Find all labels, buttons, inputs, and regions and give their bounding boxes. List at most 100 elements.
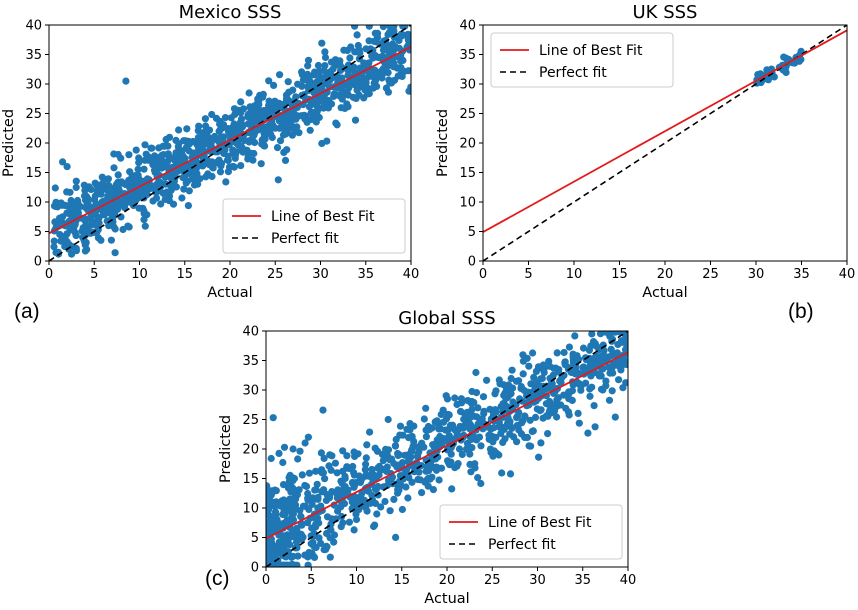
data-point — [168, 180, 176, 188]
x-tick-label: 40 — [839, 267, 856, 282]
data-point — [320, 454, 328, 462]
data-point — [467, 435, 475, 443]
data-point — [74, 196, 82, 205]
data-point — [331, 459, 339, 467]
data-point — [98, 185, 106, 193]
data-layer — [49, 25, 411, 261]
x-tick-label: 40 — [403, 267, 420, 282]
data-point — [113, 180, 121, 188]
data-point — [356, 49, 364, 57]
data-point — [280, 443, 289, 451]
data-point — [350, 526, 358, 534]
data-point — [304, 433, 312, 441]
data-point — [199, 142, 207, 150]
data-point — [198, 136, 206, 144]
data-point — [310, 542, 318, 550]
legend: Line of Best Fit Perfect fit — [222, 198, 406, 254]
y-axis-title: Predicted — [1, 109, 17, 177]
data-point — [202, 173, 210, 181]
data-point — [50, 237, 58, 245]
data-point — [304, 496, 312, 504]
data-point — [366, 499, 374, 507]
data-point — [264, 104, 273, 112]
data-point — [88, 218, 96, 226]
data-point — [278, 541, 286, 549]
data-point — [623, 342, 628, 350]
x-tick-label: 35 — [574, 573, 591, 588]
data-point — [99, 179, 107, 187]
data-point — [231, 154, 239, 162]
data-point — [157, 200, 165, 208]
data-point — [292, 93, 300, 101]
data-point — [296, 447, 304, 455]
y-tick-label: 40 — [242, 325, 259, 340]
data-point — [519, 417, 527, 425]
data-point — [157, 161, 165, 169]
data-point — [500, 381, 508, 389]
data-point — [369, 54, 377, 62]
data-point — [619, 384, 627, 392]
data-point — [622, 360, 628, 368]
data-point — [537, 439, 545, 447]
data-point — [230, 120, 238, 128]
data-point — [265, 77, 273, 85]
data-point — [392, 533, 400, 542]
y-tick-label: 10 — [25, 196, 42, 211]
data-point — [586, 392, 594, 400]
data-point — [266, 485, 271, 493]
data-point — [383, 463, 391, 471]
data-point — [144, 153, 152, 161]
x-tick-label: 25 — [267, 267, 284, 282]
data-point — [225, 141, 233, 149]
legend-box — [439, 504, 623, 560]
data-point — [230, 105, 239, 113]
data-point — [253, 126, 261, 134]
data-point — [321, 62, 329, 70]
data-point — [183, 162, 191, 171]
data-point — [314, 514, 322, 522]
data-point — [391, 442, 399, 450]
data-point — [354, 450, 362, 458]
data-point — [330, 92, 338, 100]
data-point — [322, 496, 330, 504]
data-point — [418, 489, 426, 497]
y-tick-label: 25 — [459, 107, 476, 122]
data-point — [754, 71, 762, 79]
data-point — [553, 413, 561, 421]
data-point — [313, 480, 321, 488]
data-point — [507, 374, 515, 383]
data-point — [265, 97, 273, 105]
data-point — [763, 66, 771, 74]
data-point — [605, 396, 614, 404]
data-point — [270, 81, 278, 89]
data-point — [329, 65, 337, 73]
data-point — [135, 204, 143, 212]
data-point — [80, 192, 89, 200]
data-point — [376, 466, 385, 474]
data-point — [239, 148, 247, 156]
y-tick-label: 15 — [459, 166, 476, 181]
data-point — [617, 366, 625, 374]
data-point — [493, 449, 501, 457]
data-point — [454, 460, 462, 468]
data-point — [301, 481, 309, 490]
data-point — [351, 116, 360, 124]
data-point — [283, 146, 291, 154]
data-point — [305, 469, 313, 477]
data-point — [470, 398, 478, 407]
data-point — [500, 391, 508, 399]
y-tick-label: 10 — [459, 196, 476, 211]
y-tick-label: 20 — [242, 443, 259, 458]
data-point — [305, 103, 313, 111]
data-point — [339, 447, 347, 455]
data-point — [83, 199, 91, 207]
legend-perfect-fit-label: Perfect fit — [271, 231, 339, 247]
data-point — [50, 243, 58, 251]
data-point — [286, 541, 294, 549]
data-point — [381, 64, 389, 72]
x-axis-title: Actual — [207, 285, 252, 301]
data-point — [126, 168, 134, 176]
data-point — [182, 179, 190, 187]
y-tick-label: 0 — [251, 561, 259, 576]
data-point — [353, 80, 361, 88]
